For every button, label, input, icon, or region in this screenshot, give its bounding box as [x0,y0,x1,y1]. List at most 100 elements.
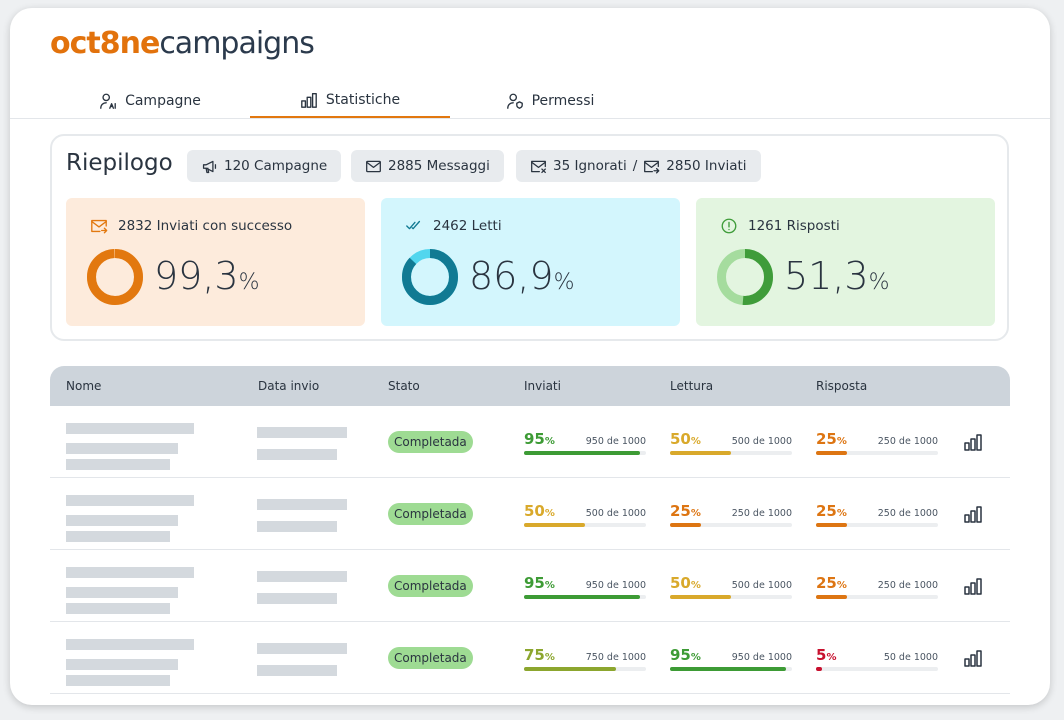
metric-detail: 950 de 1000 [585,580,646,591]
metric-value: 25 [816,574,837,592]
progress-track [524,595,646,599]
stats-button[interactable] [963,432,983,456]
metric-value: 50 [670,430,691,448]
stats-button[interactable] [963,648,983,672]
placeholder [66,675,170,686]
metric-percent: 50% [670,430,701,448]
metric-percent: 95% [524,430,555,448]
icon [99,92,117,110]
progress-bar [670,523,701,527]
tab-label: Statistiche [325,92,401,108]
tab-label: Permessi [531,93,595,109]
card-value: 86,9% [469,254,575,298]
progress-bar [524,667,616,671]
placeholder [257,665,337,676]
progress-bar [816,523,847,527]
card-value-unit: % [238,270,260,295]
icon [643,158,660,175]
status-badge: Completada [388,431,473,453]
placeholder [66,531,170,542]
progress-track [816,667,938,671]
placeholder [66,587,178,598]
metric-unit: % [836,508,847,519]
metric-percent: 25% [670,502,701,520]
card-value-unit: % [553,270,575,295]
card-label: 2832 Inviati con successo [118,218,293,234]
donut-arc [717,249,773,305]
card-icon [720,217,738,239]
placeholder [257,499,347,510]
progress-track [524,667,646,671]
table-header: Nome Data invio Stato Inviati Lettura Rispost… [50,366,1010,406]
column-header: Risposta [816,379,868,393]
column-header: Nome [66,379,102,393]
placeholder [66,459,170,470]
tab[interactable]: Permessi [450,84,650,118]
status-badge: Completada [388,647,473,669]
progress-track [816,451,938,455]
chip-text: 2850 Inviati [666,158,747,174]
metric-percent: 50% [524,502,555,520]
metric-detail: 250 de 1000 [877,436,938,447]
card-icon [405,217,423,239]
progress-bar [524,451,640,455]
logo: oct8necampaigns [50,26,315,61]
donut [402,249,458,305]
progress-bar [670,451,731,455]
donut-arc [87,249,143,305]
placeholder [66,639,194,650]
icon [365,158,382,175]
stat-card: 2832 Inviati con successo 99,3% [66,198,365,326]
icon [963,432,983,452]
app-window: oct8necampaigns Riepilogo 120 Campagne 28… [10,8,1050,705]
donut-arc [402,249,458,305]
tab[interactable]: Statistiche [250,84,450,118]
summary-title: Riepilogo [66,150,173,176]
tab-label: Campagne [125,93,201,109]
icon [963,648,983,668]
summary-panel: Riepilogo 120 Campagne 2885 Messaggi 35 Ig… [50,134,1009,341]
placeholder [257,521,337,532]
table-row: Completada 95% 950 de 1000 50% 500 de 1000 25… [50,550,1010,622]
metric-percent: 95% [524,574,555,592]
card-label: 2462 Letti [433,218,502,234]
placeholder [66,443,178,454]
metric-detail: 250 de 1000 [877,508,938,519]
stats-button[interactable] [963,576,983,600]
placeholder [66,567,194,578]
metric-value: 95 [524,430,545,448]
progress-bar [524,595,640,599]
column-header: Stato [388,379,420,393]
chip-text: 120 Campagne [224,158,328,174]
progress-bar [670,667,786,671]
metric-unit: % [690,436,701,447]
metric-unit: % [690,580,701,591]
metric-percent: 25% [816,430,847,448]
metric-detail: 950 de 1000 [585,436,646,447]
metric-value: 95 [524,574,545,592]
progress-track [670,523,792,527]
table-row: Completada 50% 500 de 1000 25% 250 de 1000 25… [50,478,1010,550]
divider [10,118,1050,119]
metric-detail: 250 de 1000 [731,508,792,519]
card-value-unit: % [868,270,890,295]
metric-value: 50 [670,574,691,592]
card-value-number: 51,3 [784,254,869,298]
card-value: 51,3% [784,254,890,298]
placeholder [66,423,194,434]
progress-track [524,451,646,455]
progress-track [816,523,938,527]
tab[interactable]: Campagne [50,84,250,118]
column-header: Lettura [670,379,714,393]
metric-unit: % [690,652,701,663]
progress-track [670,595,792,599]
metric-percent: 50% [670,574,701,592]
metric-value: 75 [524,646,545,664]
donut [717,249,773,305]
metric-detail: 250 de 1000 [877,580,938,591]
metric-detail: 50 de 1000 [883,652,938,663]
stats-button[interactable] [963,504,983,528]
column-header: Data invio [258,379,320,393]
metric-detail: 950 de 1000 [731,652,792,663]
metric-unit: % [544,652,555,663]
